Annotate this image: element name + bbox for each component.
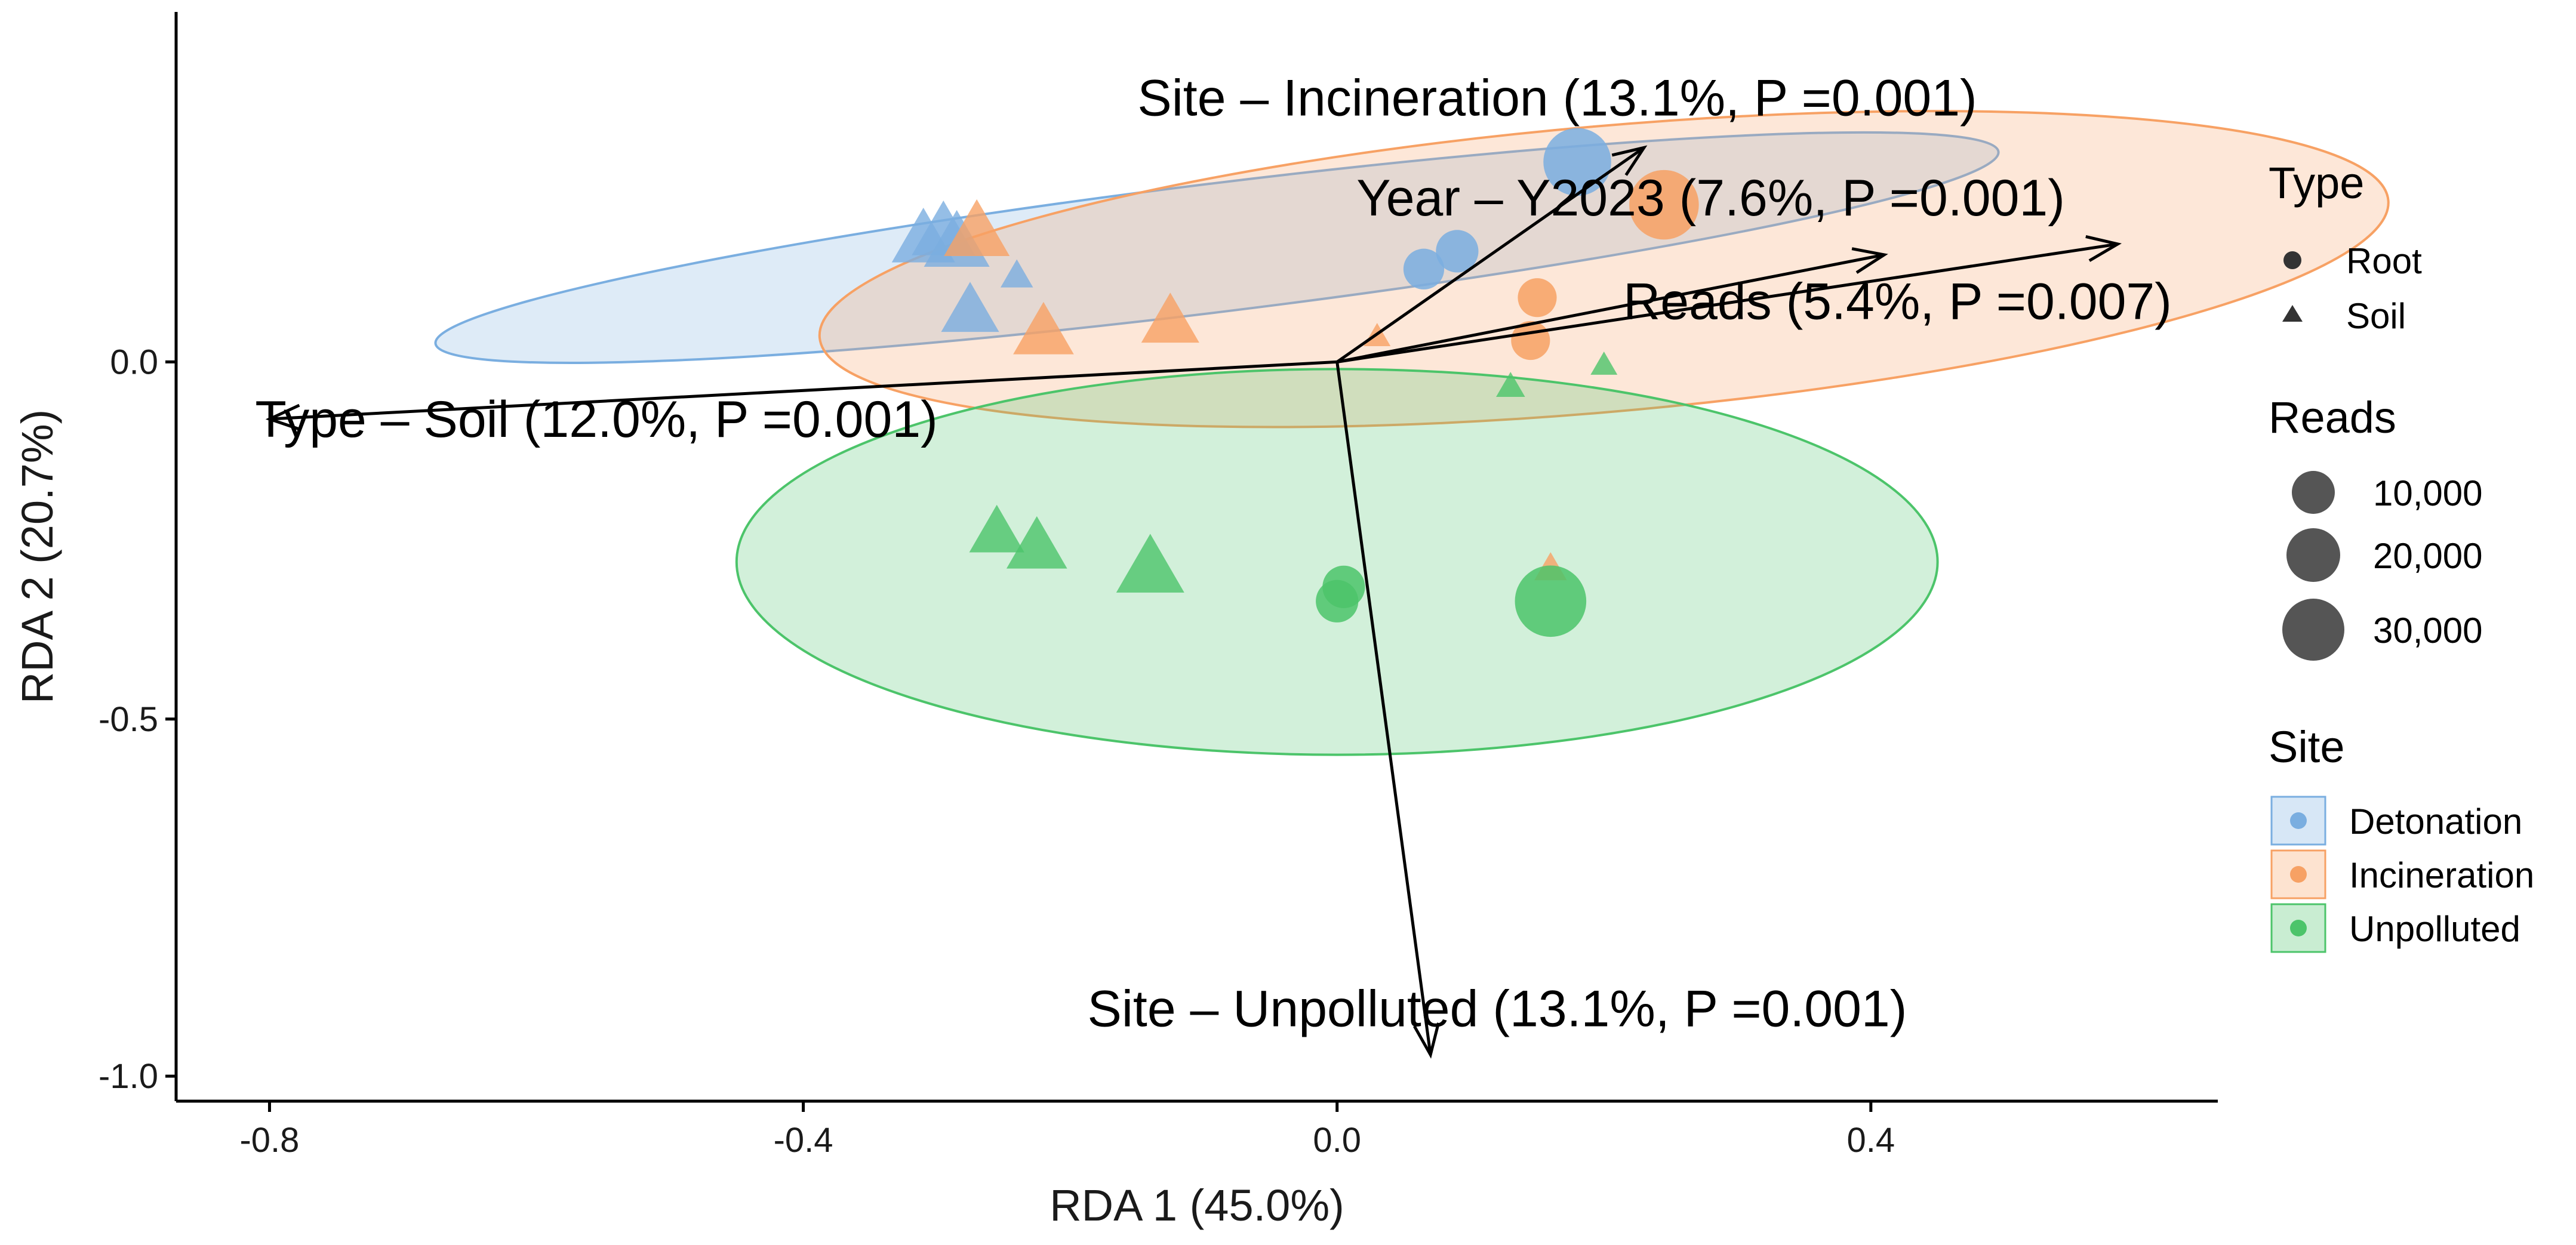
legend-site-title: Site <box>2269 722 2345 772</box>
vector-line <box>1335 362 1432 1055</box>
point-incineration-soil <box>1141 292 1199 343</box>
vector-arrowhead <box>1851 247 1888 274</box>
vector-line <box>269 360 1337 421</box>
legend-type-title: Type <box>2269 158 2364 208</box>
vector-2: Reads (5.4%, P =0.007) <box>1337 235 2172 363</box>
vector-line <box>1337 242 2118 363</box>
point-incineration-root <box>1629 170 1699 240</box>
vector-label: Site – Incineration (13.1%, P =0.001) <box>1137 70 1977 127</box>
plot-area: Site – Incineration (13.1%, P =0.001) Yea… <box>255 70 2390 1059</box>
axes: RDA 1 (45.0%) RDA 2 (20.7%) -0.8 -0.4 0.0 0… <box>13 12 2218 1230</box>
x-tick-label: -0.4 <box>774 1121 833 1160</box>
legend-reads-20000-key <box>2286 528 2340 582</box>
y-tick-label: -1.0 <box>99 1057 158 1096</box>
vector-line <box>1337 253 1885 363</box>
vector-label: Year – Y2023 (7.6%, P =0.001) <box>1356 170 2065 227</box>
vector-arrowhead <box>265 403 301 432</box>
vector-label: Reads (5.4%, P =0.007) <box>1623 273 2172 331</box>
point-detonation-root <box>1543 128 1611 196</box>
point-unpolluted-soil <box>1496 372 1525 397</box>
point-unpolluted-soil <box>969 504 1024 553</box>
legend-type-soil-label: Soil <box>2346 296 2406 336</box>
point-detonation-root <box>1403 248 1445 289</box>
legend-reads-20000-label: 20,000 <box>2373 536 2483 576</box>
legend-site-detonation-dot <box>2290 812 2307 829</box>
point-detonation-soil <box>941 282 999 332</box>
point-incineration-root <box>1518 278 1557 318</box>
point-unpolluted-root <box>1515 565 1587 637</box>
ellipse-incineration <box>818 110 2390 429</box>
legend-reads-10000-label: 10,000 <box>2373 473 2483 513</box>
y-axis-title: RDA 2 (20.7%) <box>13 409 62 704</box>
ellipse-detonation <box>434 131 2000 364</box>
legend-site-unpolluted-dot <box>2290 920 2307 936</box>
vector-arrowhead <box>1412 1022 1440 1059</box>
point-incineration-soil <box>1013 301 1074 355</box>
legend-reads-30000-label: 30,000 <box>2373 611 2483 651</box>
vector-3: Type – Soil (12.0%, P =0.001) <box>255 360 1337 448</box>
legend-site-detonation-label: Detonation <box>2349 802 2522 842</box>
y-tick-label: 0.0 <box>110 343 158 381</box>
y-tick-label: -0.5 <box>99 700 158 739</box>
legend-type-root-key <box>2283 251 2301 269</box>
point-unpolluted-root <box>1316 580 1359 622</box>
x-tick-label: 0.0 <box>1313 1121 1361 1160</box>
legend-reads-30000-key <box>2282 599 2344 661</box>
vector-0: Site – Incineration (13.1%, P =0.001) <box>1137 70 1977 363</box>
vector-1: Year – Y2023 (7.6%, P =0.001) <box>1337 170 2065 363</box>
legend-type-soil-key <box>2282 305 2303 322</box>
point-incineration-soil <box>944 199 1010 257</box>
x-tick-label: 0.4 <box>1847 1121 1895 1160</box>
vector-label: Site – Unpolluted (13.1%, P =0.001) <box>1087 980 1907 1037</box>
legend: Type Root Soil Reads 10,000 20,000 30,00… <box>2269 158 2534 953</box>
vector-4: Site – Unpolluted (13.1%, P =0.001) <box>1087 362 1907 1059</box>
x-tick-label: -0.8 <box>239 1121 299 1160</box>
point-unpolluted-soil <box>1116 534 1184 593</box>
vector-line <box>1336 146 1645 363</box>
vector-arrowhead <box>1611 145 1648 176</box>
vector-arrowhead <box>2085 235 2122 262</box>
legend-site-incineration-dot <box>2290 866 2307 883</box>
vector-label: Type – Soil (12.0%, P =0.001) <box>255 391 937 448</box>
legend-site-unpolluted-label: Unpolluted <box>2349 909 2520 949</box>
x-axis-title: RDA 1 (45.0%) <box>1050 1181 1344 1230</box>
point-detonation-soil <box>1000 259 1033 288</box>
point-unpolluted-soil <box>1590 352 1618 375</box>
legend-site-incineration-label: Incineration <box>2349 855 2534 895</box>
legend-type-root-label: Root <box>2346 241 2422 281</box>
legend-reads-10000-key <box>2292 471 2335 514</box>
point-detonation-root <box>1436 230 1479 273</box>
legend-reads-title: Reads <box>2269 393 2396 442</box>
point-unpolluted-soil <box>1006 516 1067 569</box>
